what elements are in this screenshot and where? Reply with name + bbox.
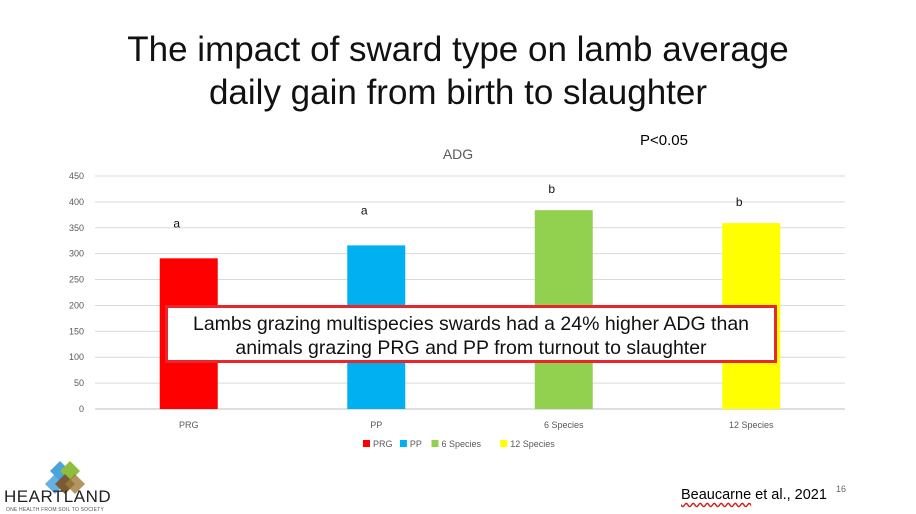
y-tick-label: 50 (74, 378, 84, 388)
logo-name: HEARTLAND (4, 487, 112, 506)
heartland-logo (45, 461, 85, 494)
y-tick-label: 200 (69, 300, 84, 310)
y-tick-label: 0 (79, 404, 84, 414)
legend-label: 6 Species (442, 439, 482, 449)
legend-label: 12 Species (510, 439, 555, 449)
significance-letter: b (548, 182, 555, 196)
y-tick-label: 450 (69, 171, 84, 181)
slide-title: The impact of sward type on lamb average… (40, 28, 876, 114)
callout-line-1: Lambs grazing multispecies swards had a … (192, 313, 750, 335)
slide-title-line-1: The impact of sward type on lamb average (127, 30, 789, 69)
citation-author: Beaucarne (681, 487, 752, 503)
y-tick-label: 100 (69, 352, 84, 362)
legend-label: PP (410, 439, 422, 449)
x-tick-label: 6 Species (544, 420, 584, 430)
slide-number: 16 (836, 484, 847, 494)
logo-tagline: ONE HEALTH FROM SOIL TO SOCIETY (6, 507, 104, 513)
y-tick-label: 150 (69, 326, 84, 336)
y-tick-label: 400 (69, 197, 84, 207)
callout-box: Lambs grazing multispecies swards had a … (165, 305, 777, 363)
legend-swatch (431, 440, 439, 447)
legend-swatch (399, 440, 407, 447)
significance-letter: a (173, 216, 180, 230)
x-tick-label: 12 Species (729, 420, 774, 430)
heart-icon (45, 461, 85, 494)
significance-letter: b (736, 195, 743, 209)
y-tick-label: 350 (69, 223, 84, 233)
legend-label: PRG (373, 439, 393, 449)
chart-title: ADG (443, 146, 473, 162)
slide-title-line-2: daily gain from birth to slaughter (208, 73, 708, 112)
callout-line-2: animals grazing PRG and PP from turnout … (235, 337, 707, 359)
citation-rest: et al., 2021 (751, 487, 827, 503)
y-tick-label: 250 (69, 275, 84, 285)
y-tick-label: 300 (69, 249, 84, 259)
p-value-label: P<0.05 (640, 132, 688, 149)
significance-letter: a (361, 203, 368, 217)
legend-swatch (363, 440, 370, 447)
citation: Beaucarne et al., 2021 (681, 487, 827, 503)
x-tick-label: PP (370, 420, 382, 430)
legend-swatch (500, 440, 508, 447)
x-tick-label: PRG (179, 420, 199, 430)
